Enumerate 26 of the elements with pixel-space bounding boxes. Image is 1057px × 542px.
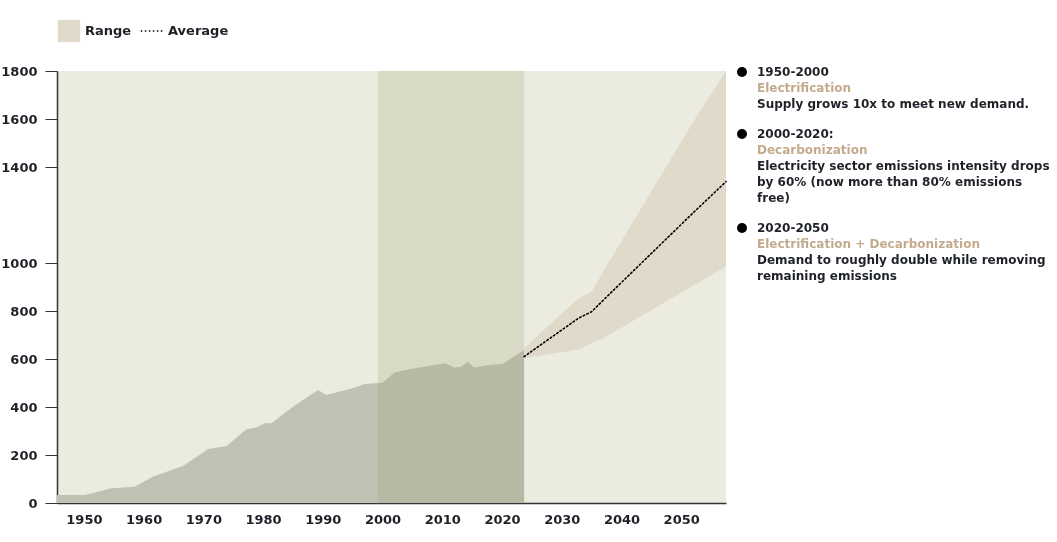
legend-label: Average	[168, 23, 229, 38]
x-tick-label: 2010	[424, 511, 461, 527]
line-series	[523, 180, 727, 358]
y-tick-label: 400	[10, 399, 38, 415]
y-tick-label: 800	[10, 303, 38, 319]
y-tick-label: 200	[10, 447, 38, 463]
text: 2000-2020: Decarbonization Electricity sector emissions intensity drops by 60% (now more than 80% emissions free)	[757, 126, 1051, 206]
x-tick-label: 2040	[603, 511, 641, 527]
text: 2020-2050 Electrification + Decarbonization Demand to roughly double while removing remaining emissions	[757, 220, 1047, 284]
y-tick-label: 1000	[1, 255, 38, 271]
x-tick-label: 2020	[484, 511, 521, 527]
y-tick-label: 1400	[1, 159, 38, 175]
y-tick-label: 0	[28, 495, 38, 511]
y-tick-label: 1600	[1, 111, 38, 127]
x-tick-label: 1980	[245, 511, 282, 527]
x-tick-label: 2030	[544, 511, 581, 527]
x-tick-label: 2000	[364, 511, 402, 527]
text: 1950-2000 Electrification Supply grows 10x to meet new demand.	[757, 64, 1031, 112]
x-tick-label: 1960	[126, 511, 163, 527]
x-tick-label: 2050	[663, 511, 700, 527]
x-tick-label: 1950	[66, 511, 103, 527]
y-tick-label: 600	[10, 351, 38, 367]
x-tick-label: 1970	[185, 511, 222, 527]
y-tick-label: 1800	[1, 63, 38, 79]
x-tick-label: 1990	[305, 511, 342, 527]
text: Range	[85, 23, 132, 38]
